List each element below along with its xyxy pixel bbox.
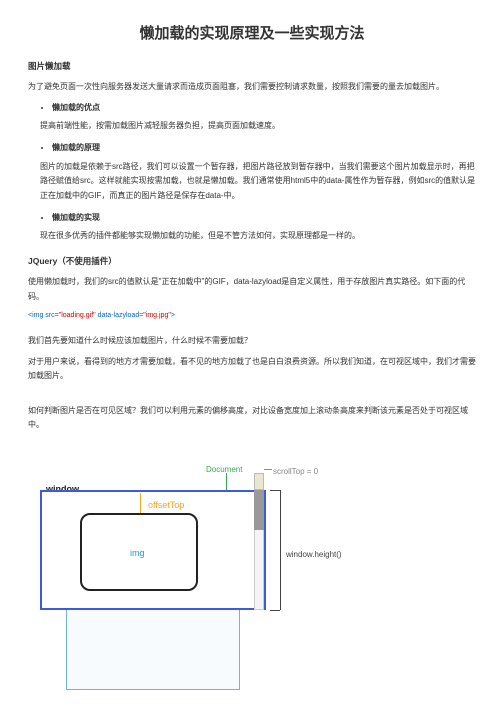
judge-text: 如何判断图片是否在可见区域？我们可以利用元素的偏移高度，对比设备宽度加上滚动条高… [28, 404, 476, 433]
implement-text: 现在很多优秀的插件都能够实现懒加载的功能，但是不管方法如何，实现原理都是一样的。 [40, 229, 476, 243]
scroll-content-top [254, 473, 264, 490]
code-close: > [171, 312, 175, 319]
code-attr: data-lazyload= [96, 312, 144, 319]
bracket-bottom [270, 610, 280, 611]
document-label: Document [206, 463, 242, 477]
code-tag: <img src= [28, 312, 59, 319]
code-example: <img src="loading.gif" data-lazyload="im… [28, 310, 476, 323]
offsettop-label: offsetTop [148, 497, 184, 513]
intro-text: 为了避免页面一次性向服务器发送大量请求而造成页面阻塞，我们需要控制请求数量，按照… [28, 80, 476, 94]
advantage-text: 提高前端性能，按需加载图片减轻服务器负担，提高页面加载速度。 [40, 119, 476, 133]
section-heading-jquery: JQuery（不使用插件） [28, 254, 476, 269]
section-heading-lazy: 图片懒加载 [28, 59, 476, 74]
scrolltop-line [264, 469, 272, 470]
img-label: img [130, 545, 145, 561]
code-attr-val: "img.jpg" [143, 312, 171, 319]
viewport-diagram: Document scrollTop = 0 window window.hei… [28, 463, 368, 693]
bullet-principle: 懒加载的原理 [52, 141, 476, 155]
bracket-top [270, 490, 280, 491]
question-text: 我们首先要知道什么时候应该加载图片，什么时候不需要加载？ [28, 334, 476, 348]
bullet-advantage: 懒加载的优点 [52, 101, 476, 115]
windowheight-label: window.height() [286, 548, 342, 562]
bracket-vert [280, 490, 281, 610]
principle-text: 图片的加载是依赖于src路径，我们可以设置一个暂存器，把图片路径放到暂存器中，当… [40, 160, 476, 203]
bullet-implement: 懒加载的实现 [52, 211, 476, 225]
scrollbar-thumb [254, 490, 264, 530]
scrolltop-label: scrollTop = 0 [273, 465, 318, 479]
offsettop-arrow [140, 493, 141, 513]
document-arrow [226, 473, 227, 491]
answer-text: 对于用户来说，看得到的地方才需要加载，看不见的地方加载了也是白白浪费资源。所以我… [28, 355, 476, 384]
page-title: 懒加载的实现原理及一些实现方法 [28, 20, 476, 47]
jquery-intro: 使用懒加载时，我们的src的值默认是"正在加载中"的GIF，data-lazyl… [28, 275, 476, 304]
code-src-val: "loading.gif" [59, 312, 96, 319]
